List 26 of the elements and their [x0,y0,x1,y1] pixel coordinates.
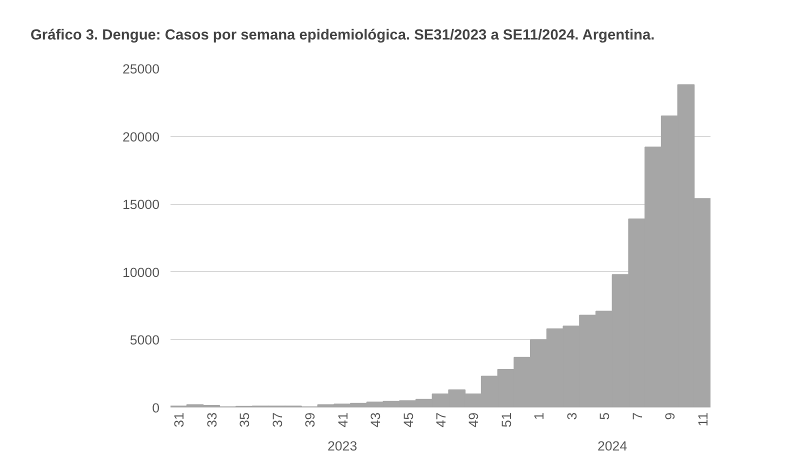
x-tick-label: 9 [662,412,678,420]
y-tick-label: 25000 [122,62,160,76]
x-tick-label: 3 [564,412,580,420]
x-tick-label: 41 [335,412,350,428]
y-tick-label: 0 [152,400,160,416]
x-tick-label: 33 [204,412,220,428]
x-tick-label: 7 [630,412,645,420]
x-tick-label: 1 [532,412,547,420]
x-tick-label: 31 [172,412,187,428]
text: 2023 [327,438,358,453]
text: 2024 [597,438,628,453]
y-tick-label: 20000 [122,129,160,144]
x-tick-label: 47 [434,412,448,428]
x-tick-label: 5 [597,412,612,420]
y-tick-label: 15000 [122,197,160,212]
chart-title: Gráfico 3. Dengue: Casos por semana epidemiológica. SE31/2023 a SE11/2024. Argentina. [30,28,655,44]
x-tick-label: 51 [498,412,514,428]
y-tick-label: 10000 [122,264,160,280]
x-tick-label: 45 [400,412,416,428]
x-tick-label: 37 [270,412,285,428]
x-tick-label: 43 [368,412,384,428]
x-tick-label: 49 [466,412,482,428]
x-tick-label: 11 [695,412,710,426]
x-tick-label: 35 [237,412,252,428]
x-tick-label: 39 [302,412,318,428]
y-tick-label: 5000 [130,332,160,348]
